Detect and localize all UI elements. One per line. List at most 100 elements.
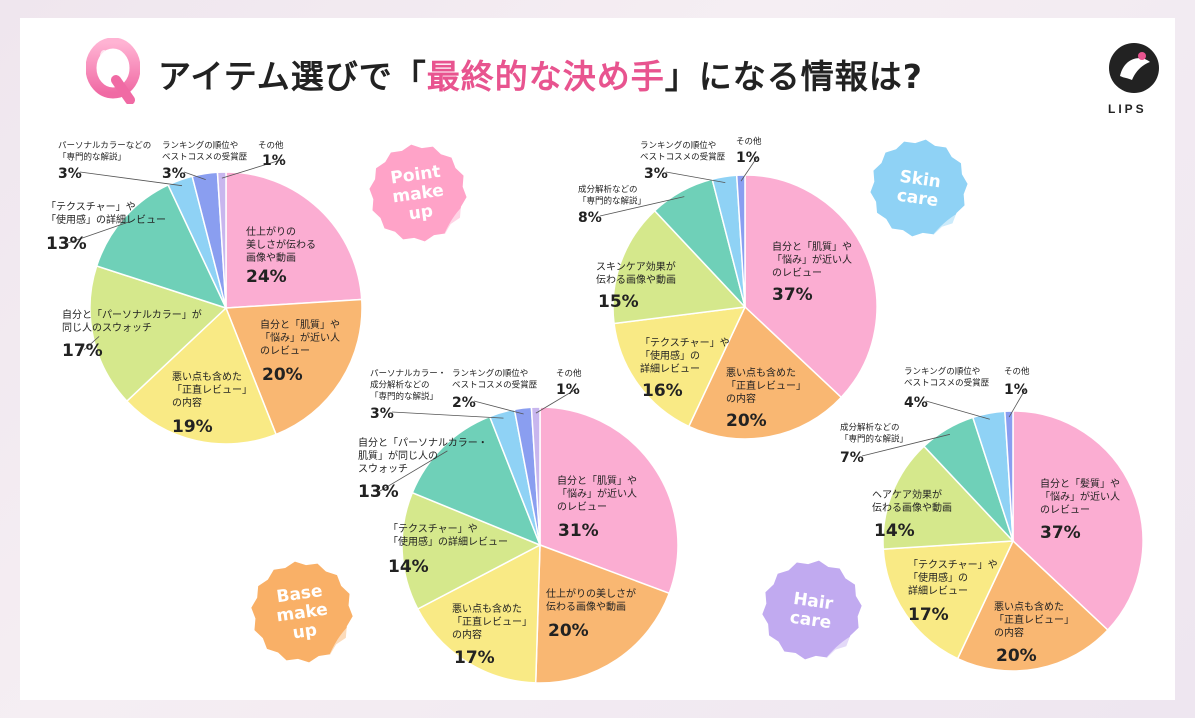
slice-label: 詳細レビュー [640,362,700,375]
leader-line [379,450,448,492]
leader-line [861,433,950,457]
slice-value-label: 24% [246,267,287,287]
category-badge-text: up [291,620,318,643]
slice-value-label: 13% [358,482,399,502]
slice-value-label: 3% [58,166,82,182]
pie-slice [687,305,843,440]
slice-label: 画像や動画 [246,251,296,264]
slice-label: 「悩み」が近い人 [1040,490,1120,503]
slice-label: 「悩み」が近い人 [557,487,637,500]
leader-line [79,171,183,187]
slice-label: 「専門的な解説」 [370,391,438,402]
badge-curl-shape [444,202,467,234]
slice-label: のレビュー [260,345,310,357]
slice-label: 成分解析などの [840,422,900,433]
slice-label: の内容 [994,626,1024,639]
slice-label: ヘアケア効果が [872,488,942,501]
slice-label: 「使用感」の詳細レビュー [388,535,508,548]
slice-label: 「悩み」が近い人 [772,253,852,266]
slice-label: その他 [556,368,582,379]
badge-curl-shape [329,621,353,655]
q-badge-icon [86,38,140,104]
leader-line [183,171,206,180]
slice-value-label: 14% [874,521,915,541]
title-after: 」になる情報は? [664,57,923,96]
leader-line [83,336,100,351]
slice-value-label: 7% [840,450,864,466]
pie-slice [534,543,671,684]
category-badge-shape [369,144,467,242]
slice-label: 「テクスチャー」や [908,559,998,571]
slice-label: 「正直レビュー」 [452,615,532,628]
slice-label: ベストコスメの受賞歴 [452,380,538,391]
category-badge-text: up [407,201,434,224]
slice-value-label: 20% [726,411,767,431]
slice-value-label: 3% [370,406,394,422]
leader-line [473,400,524,415]
pie-slice [882,540,1015,660]
leader-line [67,221,129,244]
pie-slice [612,209,747,325]
slice-label: 「正直レビュー」 [726,379,806,392]
slice-label: 「テクスチャー」や [388,523,478,535]
slice-label: 自分と「パーソナルカラー」が [62,308,202,321]
slice-label: のレビュー [557,501,607,513]
slice-value-label: 8% [578,210,602,226]
slice-label: 悪い点も含めた [994,600,1064,613]
slice-value-label: 37% [1040,523,1081,543]
slice-label: のレビュー [772,267,822,279]
slice-label: 「使用感」の [908,571,968,584]
slice-label: 自分と「髪質」や [1040,477,1120,490]
slice-label: の内容 [452,628,482,641]
slice-label: パーソナルカラーなどの [58,141,151,151]
slice-label: ベストコスメの受賞歴 [162,152,248,163]
pie-slice [401,491,542,611]
slice-label: パーソナルカラー・ [370,369,446,379]
leader-line [221,158,285,179]
pie-slice [89,265,228,403]
leader-line [391,411,504,419]
pie-slice [95,183,228,310]
slice-value-label: 20% [548,621,589,641]
slice-label: 成分解析などの [578,184,638,195]
slice-value-label: 2% [452,395,476,411]
slice-value-label: 1% [1004,382,1028,398]
slice-label: ランキングの順位や [162,140,238,151]
slice-label: 自分と「肌質」や [772,240,852,253]
slice-value-label: 20% [996,646,1037,666]
slice-label: 同じ人のスウォッチ [62,322,152,334]
slice-label: その他 [1004,366,1030,377]
slice-label: 悪い点も含めた [726,366,796,379]
pie-slice [1012,410,1144,632]
slice-label: 「専門的な解説」 [578,196,646,207]
slice-label: 伝わる画像や動画 [546,600,626,613]
slice-label: 自分と「パーソナルカラー・ [358,436,488,449]
leader-line [599,196,685,217]
leader-line [665,171,726,183]
slice-label: 悪い点も含めた [172,370,242,383]
pie-slice [613,306,747,428]
slice-label: その他 [736,136,762,147]
leader-line [535,387,579,414]
pie-slice [224,298,363,436]
slice-value-label: 1% [556,382,580,398]
slice-label: 「専門的な解説」 [840,434,908,445]
slice-value-label: 15% [598,292,639,312]
slice-value-label: 14% [388,557,429,577]
slice-label: の内容 [726,392,756,405]
slice-label: 「悩み」が近い人 [260,331,340,344]
slice-label: 「テクスチャー」や [46,201,136,213]
lips-logo-icon [1109,43,1159,93]
slice-label: ランキングの順位や [904,366,980,377]
slice-label: 「専門的な解説」 [58,152,126,163]
slice-label: 伝わる画像や動画 [872,501,952,514]
slice-label: 自分と「肌質」や [557,474,637,487]
slice-value-label: 17% [62,341,103,361]
slice-label: 「テクスチャー」や [640,337,730,349]
category-badge-shape [870,139,968,237]
